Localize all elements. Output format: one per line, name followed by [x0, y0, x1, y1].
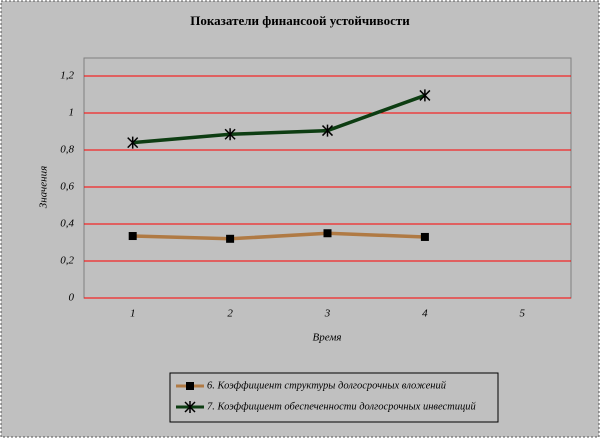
legend-label: 6. Коэффициент структуры долгосрочных вл… [207, 380, 447, 391]
y-tick-label: 1,2 [60, 70, 74, 82]
chart-title: Показатели финансоой устойчивости [190, 13, 410, 28]
x-tick-label: 5 [520, 308, 526, 320]
y-tick-label: 1 [69, 107, 75, 119]
x-tick-label: 2 [227, 308, 233, 320]
legend-marker [184, 401, 196, 413]
x-tick-label: 3 [324, 308, 331, 320]
y-tick-label: 0,8 [60, 144, 74, 156]
legend [169, 372, 499, 423]
marker [419, 89, 431, 102]
series-line [132, 93, 426, 145]
marker [128, 232, 137, 241]
y-tick-label: 0,2 [60, 255, 74, 267]
legend-marker [186, 382, 194, 390]
marker [226, 234, 235, 243]
x-axis-label: Время [313, 332, 342, 344]
y-tick-label: 0,4 [60, 218, 74, 230]
marker [420, 232, 429, 241]
x-tick-label: 4 [422, 308, 428, 320]
x-tick-label: 1 [130, 308, 136, 320]
plot-area [83, 57, 572, 299]
series-line [132, 231, 425, 241]
y-tick-label: 0,6 [60, 181, 74, 193]
legend-label: 7. Коэффициент обеспеченности долгосрочн… [207, 401, 476, 412]
marker [127, 136, 139, 149]
y-axis-label: Значения [38, 166, 50, 208]
y-tick-label: 0 [69, 292, 75, 304]
marker [224, 128, 236, 141]
marker [321, 124, 334, 137]
marker [323, 229, 332, 238]
